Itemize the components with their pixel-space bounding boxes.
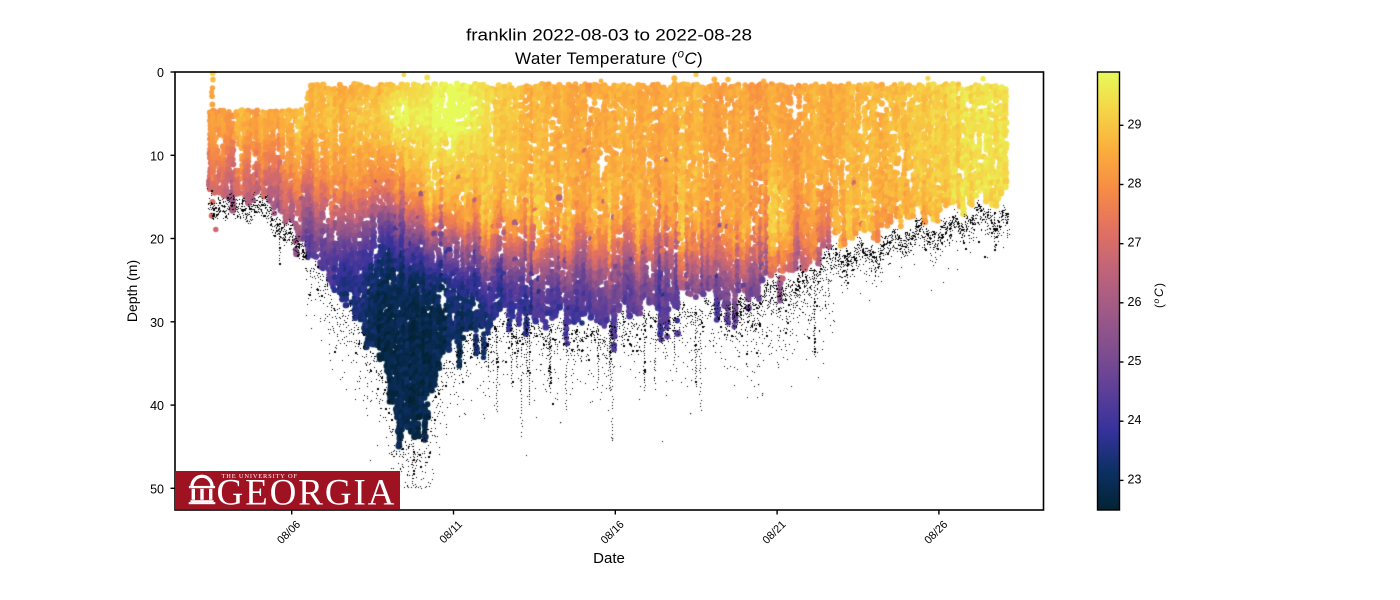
svg-text:08/11: 08/11	[438, 519, 465, 546]
svg-text:): )	[1152, 283, 1166, 287]
svg-text:0: 0	[157, 66, 164, 80]
svg-text:25: 25	[1128, 354, 1142, 368]
svg-text:08/26: 08/26	[922, 519, 950, 547]
svg-text:29: 29	[1128, 117, 1142, 131]
svg-text:(: (	[1152, 304, 1166, 308]
svg-text:franklin 2022-08-03 to 2022-08: franklin 2022-08-03 to 2022-08-28	[466, 27, 752, 45]
svg-text:): )	[697, 49, 703, 68]
svg-text:27: 27	[1128, 236, 1142, 250]
svg-text:40: 40	[150, 399, 164, 413]
svg-text:08/21: 08/21	[761, 519, 789, 547]
svg-text:GEORGIA: GEORGIA	[217, 472, 397, 513]
svg-text:08/06: 08/06	[275, 519, 303, 547]
svg-text:28: 28	[1128, 177, 1142, 191]
svg-text:50: 50	[150, 482, 164, 496]
svg-text:08/16: 08/16	[599, 519, 627, 547]
svg-text:Water Temperature (: Water Temperature (	[515, 49, 678, 68]
svg-text:10: 10	[150, 149, 164, 163]
svg-text:30: 30	[150, 316, 164, 330]
svg-text:26: 26	[1128, 295, 1142, 309]
svg-text:THE UNIVERSITY OF: THE UNIVERSITY OF	[222, 473, 298, 480]
svg-text:Depth (m): Depth (m)	[124, 260, 140, 322]
svg-text:23: 23	[1128, 472, 1142, 486]
svg-text:24: 24	[1128, 413, 1142, 427]
svg-text:C: C	[684, 49, 697, 68]
svg-text:o: o	[678, 49, 685, 61]
svg-text:Date: Date	[593, 550, 625, 567]
svg-text:o: o	[1151, 299, 1161, 304]
svg-text:C: C	[1152, 288, 1166, 297]
svg-text:20: 20	[150, 233, 164, 247]
